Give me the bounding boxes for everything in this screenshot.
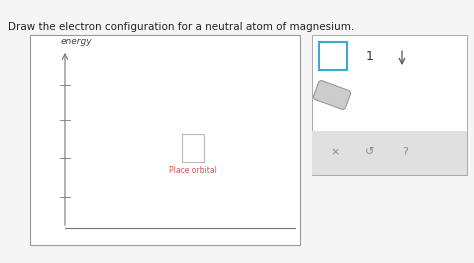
Text: ?: ? [402,147,408,157]
Text: energy: energy [61,37,92,46]
Text: ×: × [330,147,340,157]
Text: Place orbital: Place orbital [169,166,217,175]
Text: 1: 1 [366,49,374,63]
Text: ↺: ↺ [365,147,374,157]
Bar [30,35,300,245]
Bar [312,131,467,175]
Bar [182,134,204,162]
Bar [319,42,347,70]
FancyBboxPatch shape [313,80,351,109]
Text: Draw the electron configuration for a neutral atom of magnesium.: Draw the electron configuration for a ne… [8,22,354,32]
Bar [312,35,467,175]
